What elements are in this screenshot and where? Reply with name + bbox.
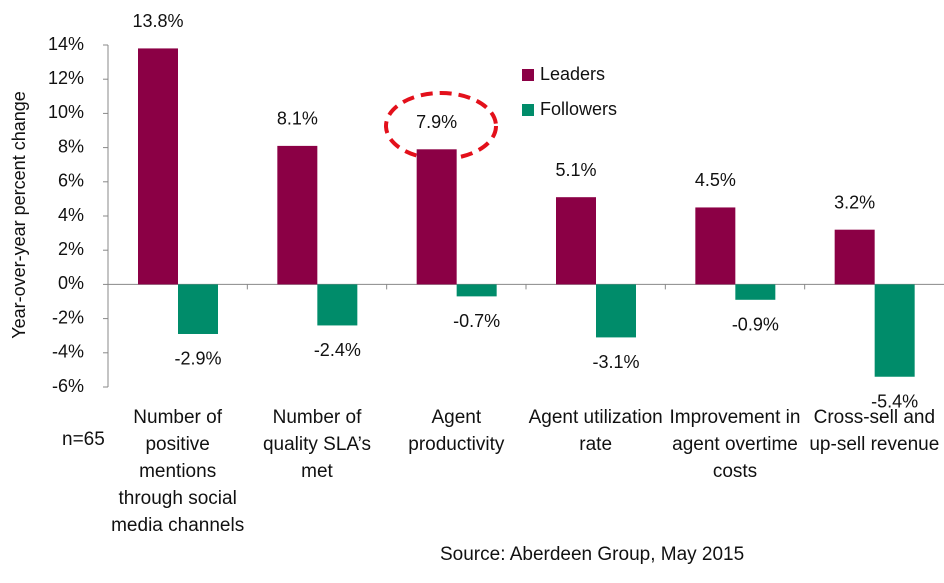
y-axis-label: Year-over-year percent change bbox=[9, 91, 29, 338]
bar bbox=[277, 145, 318, 285]
x-tick-label: Cross-sell and up-sell revenue bbox=[809, 407, 940, 455]
bar bbox=[138, 48, 178, 285]
y-tick-label: 14% bbox=[48, 34, 84, 54]
y-tick-label: 10% bbox=[48, 102, 84, 122]
y-tick-label: 6% bbox=[58, 171, 84, 191]
x-tick-label: Number of positive mentions through soci… bbox=[111, 407, 245, 536]
value-label: 3.2% bbox=[834, 192, 875, 212]
sample-size: n=65 bbox=[62, 429, 105, 450]
x-tick-label: Agent utilization rate bbox=[528, 407, 663, 455]
bar bbox=[556, 197, 596, 285]
y-tick-label: 4% bbox=[58, 205, 84, 225]
legend-label: Leaders bbox=[540, 64, 605, 84]
y-tick-label: -2% bbox=[52, 307, 84, 327]
x-tick-label: Improvement in agent overtime costs bbox=[669, 407, 801, 482]
value-label: 4.5% bbox=[695, 170, 736, 190]
value-label: -2.4% bbox=[314, 340, 361, 360]
value-label: -3.1% bbox=[592, 352, 639, 372]
source: Source: Aberdeen Group, May 2015 bbox=[440, 544, 745, 565]
legend-label: Followers bbox=[540, 99, 617, 119]
legend-swatch bbox=[522, 104, 534, 116]
y-tick-label: 8% bbox=[58, 136, 84, 156]
bar bbox=[596, 284, 636, 338]
bar bbox=[735, 284, 776, 300]
bar bbox=[456, 284, 497, 297]
value-label: 8.1% bbox=[277, 109, 318, 129]
value-label: -0.9% bbox=[732, 315, 779, 335]
bar bbox=[695, 207, 736, 285]
bar bbox=[834, 229, 875, 285]
highlight-ellipse bbox=[384, 91, 498, 161]
y-tick-label: -4% bbox=[52, 342, 84, 362]
y-tick-label: -6% bbox=[52, 376, 84, 396]
value-label: 7.9% bbox=[416, 112, 457, 132]
y-tick-label: 12% bbox=[48, 68, 84, 88]
x-tick-label: Agent productivity bbox=[408, 407, 505, 455]
x-tick-label: Number of quality SLA’s met bbox=[262, 407, 372, 482]
value-label: 13.8% bbox=[132, 11, 183, 31]
bar bbox=[178, 284, 218, 334]
y-tick-label: 0% bbox=[58, 273, 84, 293]
legend-swatch bbox=[522, 69, 534, 81]
bar bbox=[416, 149, 457, 285]
value-label: 5.1% bbox=[555, 160, 596, 180]
y-tick-label: 2% bbox=[58, 239, 84, 259]
value-label: -5.4% bbox=[871, 391, 918, 411]
bar bbox=[874, 284, 915, 377]
bar bbox=[317, 284, 358, 326]
value-label: -0.7% bbox=[453, 311, 500, 331]
value-label: -2.9% bbox=[174, 349, 221, 369]
